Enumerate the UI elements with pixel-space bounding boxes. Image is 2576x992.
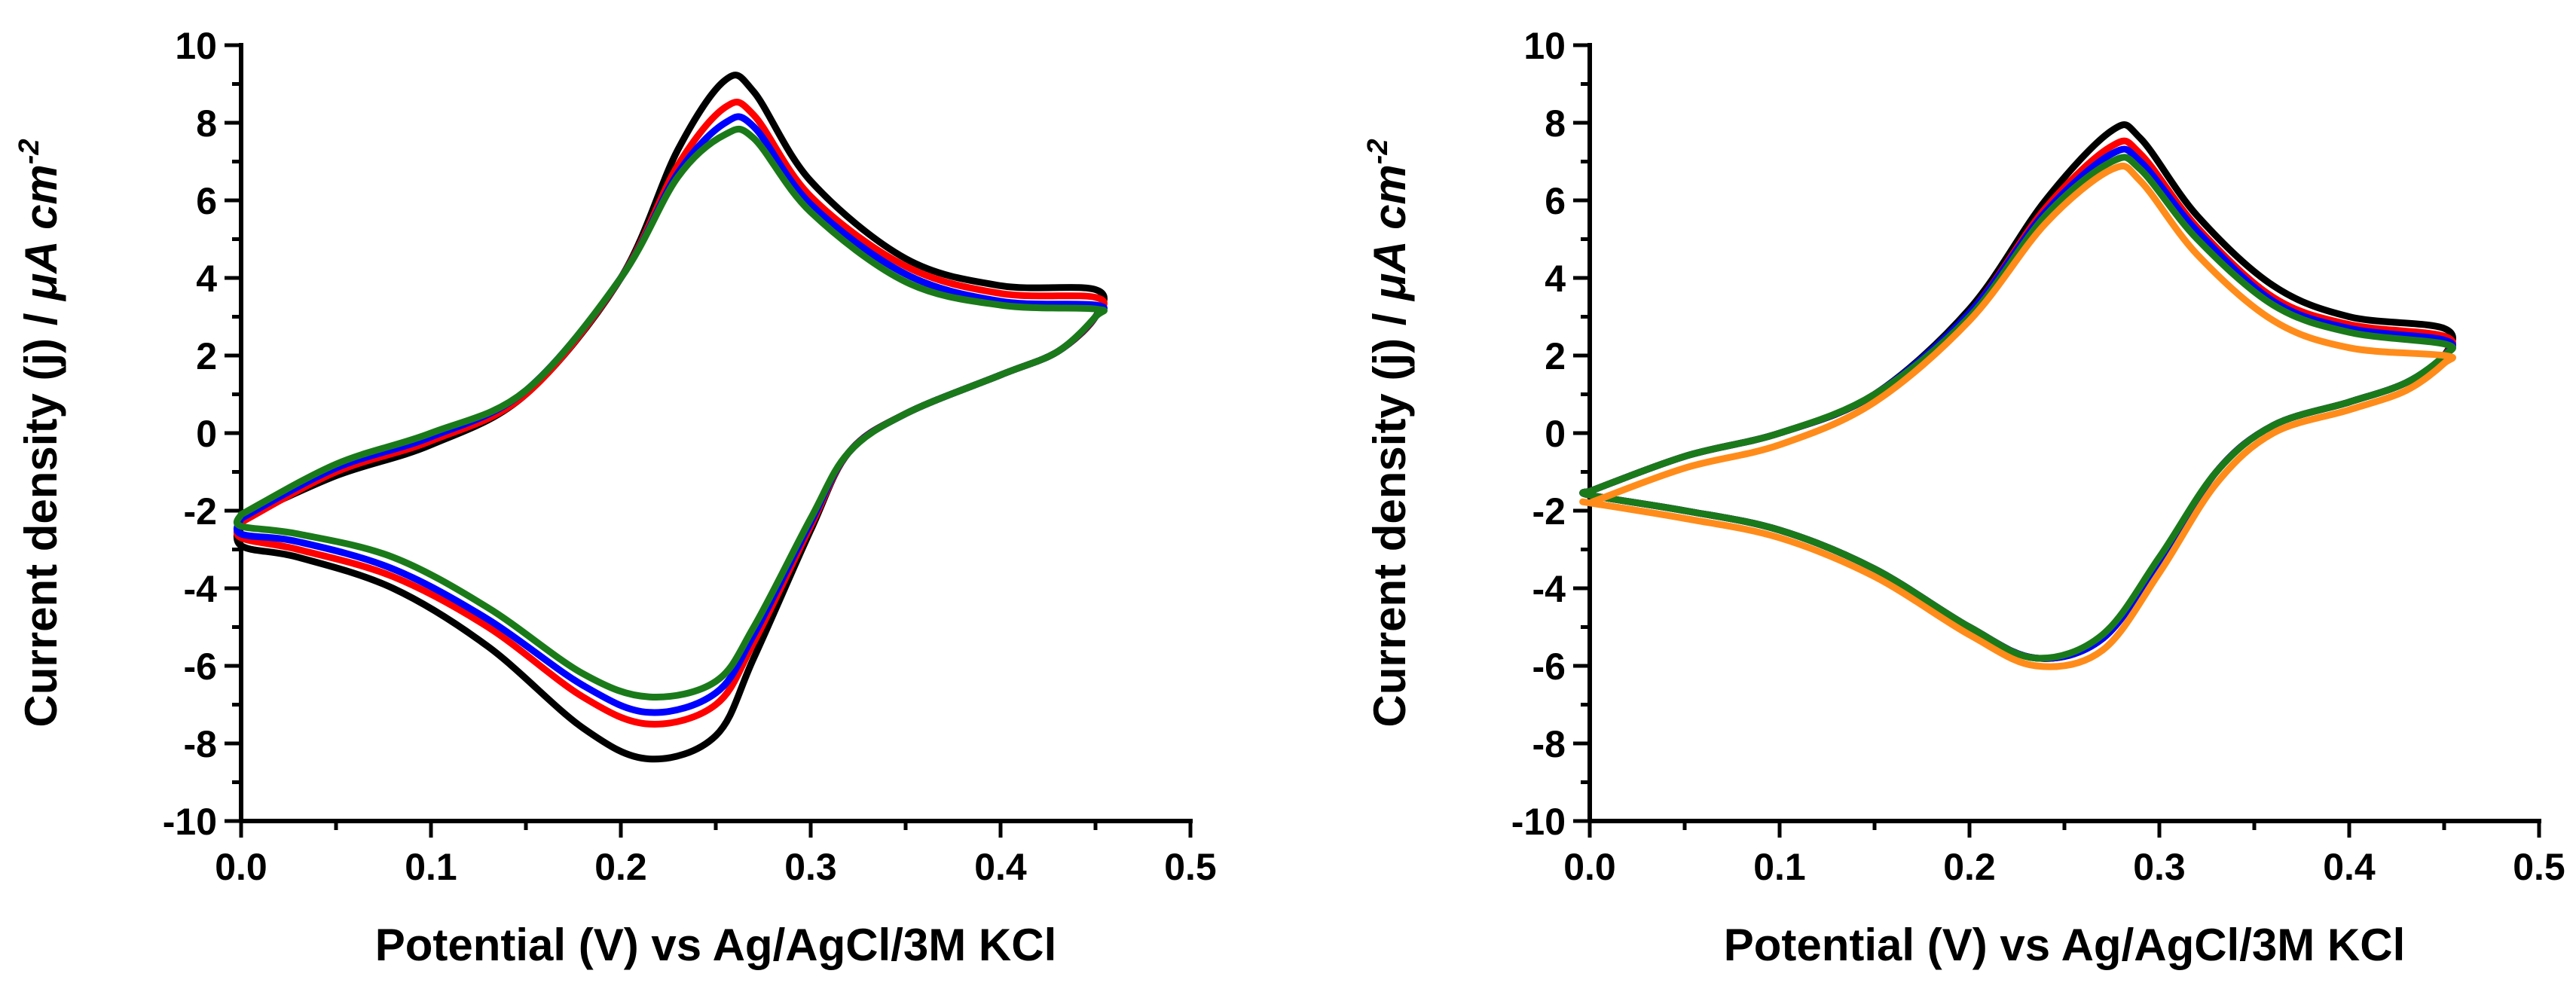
y-tick-label: -8 [184,723,217,765]
y-tick-label: 10 [175,25,217,67]
series-blue-line [233,113,1108,716]
series-green-line [233,125,1108,701]
x-axis-title: Potential (V) vs Ag/AgCl/3M KCl [1724,920,2406,970]
y-tick-label: 0 [1545,413,1566,455]
y-tick-label: 8 [1545,102,1566,145]
y-tick-label: -10 [1511,801,1566,843]
x-tick-label: 0.3 [784,846,837,888]
x-axis-title: Potential (V) vs Ag/AgCl/3M KCl [375,920,1057,970]
series-orange-line [1579,163,2456,670]
series-green-line [1579,154,2456,662]
series-red-line [233,99,1108,728]
x-tick-label: 0.4 [2323,846,2376,888]
y-tick-label: -2 [1532,490,1566,533]
series-black-line [1579,121,2456,662]
x-tick-label: 0.1 [405,846,457,888]
chart-panel-2: 0.0 0.1 0.2 0.3 0.4 0.5 -10 -8 -6 -4 -2 0 2 4 6 8 10 Pote… [1362,25,2565,970]
x-tick-label: 0.0 [215,846,267,888]
x-tick-label: 0.1 [1753,846,1806,888]
y-axis-title: Current density (j) / μA cm-2 [14,139,66,727]
y-tick-label: -4 [184,568,218,610]
y-tick-label: 6 [196,180,217,222]
y-tick-label: -6 [184,646,217,688]
y-tick-label: 2 [1545,335,1566,377]
chart-panel-1: 0.0 0.1 0.2 0.3 0.4 0.5 -10 -8 -6 -4 -2 0 2 4 6 8 10 Pote… [14,25,1217,970]
y-tick-label: 10 [1523,25,1566,67]
x-tick-label: 0.4 [974,846,1027,888]
y-tick-label: -10 [163,801,217,843]
y-tick-label: -8 [1532,723,1566,765]
x-tick-label: 0.3 [2133,846,2186,888]
series-red-line [1579,137,2456,662]
x-tick-label: 0.2 [594,846,647,888]
y-tick-label: 8 [196,102,217,145]
y-tick-label: -4 [1532,568,1566,610]
x-tick-label: 0.5 [2513,846,2565,888]
y-tick-label: -2 [184,490,217,533]
y-tick-label: 4 [1545,258,1566,300]
y-tick-label: 6 [1545,180,1566,222]
y-tick-label: 2 [196,335,217,377]
x-tick-label: 0.0 [1563,846,1616,888]
y-axis-title: Current density (j) / μA cm-2 [1362,139,1415,727]
series-blue-line [1579,145,2456,662]
y-tick-label: -6 [1532,646,1566,688]
x-tick-label: 0.2 [1943,846,1996,888]
x-tick-label: 0.5 [1164,846,1217,888]
y-tick-label: 4 [196,258,217,300]
y-tick-label: 0 [196,413,217,455]
